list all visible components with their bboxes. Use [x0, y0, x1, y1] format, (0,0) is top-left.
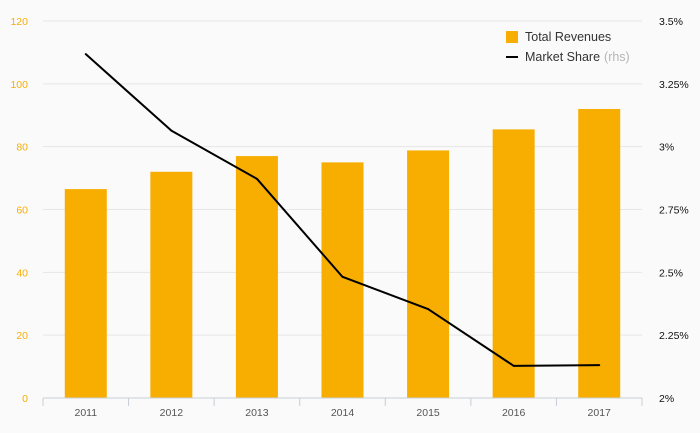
axes: 0 20 40 60 80 100 120 2% 2.25% 2.5% 2.75% 3% 3.25% 3.…	[10, 16, 688, 419]
point-market-share	[170, 129, 173, 132]
x-tick-label: 2014	[331, 407, 355, 419]
y-right-tick-label: 2.5%	[659, 267, 683, 279]
point-market-share	[427, 308, 430, 311]
y-left-tick-label: 120	[10, 16, 28, 28]
legend-swatch-total-revenues	[506, 31, 518, 43]
bar-total-revenues	[407, 150, 450, 398]
y-right-tick-label: 3.25%	[659, 79, 689, 91]
bar-total-revenues	[64, 189, 107, 398]
x-tick-label: 2017	[588, 407, 612, 419]
y-left-tick-label: 100	[10, 79, 28, 91]
bar-total-revenues	[235, 156, 278, 398]
legend-note-rhs: (rhs)	[604, 50, 630, 64]
y-right-tick-label: 3.5%	[659, 16, 683, 28]
y-left-tick-label: 40	[16, 267, 28, 279]
x-tick-label: 2011	[74, 407, 97, 419]
legend: Total Revenues Market Share (rhs)	[506, 27, 630, 67]
y-right-tick-label: 3%	[659, 142, 674, 154]
line-market-share	[84, 53, 601, 367]
legend-label-market-share: Market Share	[525, 50, 601, 64]
y-left-tick-label: 20	[16, 330, 28, 342]
legend-label-total-revenues: Total Revenues	[525, 30, 612, 44]
y-right-tick-label: 2.25%	[659, 330, 689, 342]
point-market-share	[341, 275, 344, 278]
legend-item-total-revenues: Total Revenues	[506, 27, 630, 47]
bar-total-revenues	[150, 171, 193, 398]
legend-item-market-share: Market Share (rhs)	[506, 47, 630, 67]
bar-total-revenues	[492, 129, 535, 398]
point-market-share	[598, 364, 601, 367]
bar-total-revenues	[321, 162, 364, 398]
bar-total-revenues	[578, 108, 621, 398]
y-right-tick-label: 2.75%	[659, 205, 689, 217]
x-tick-label: 2016	[502, 407, 526, 419]
y-right-tick-label: 2%	[659, 393, 674, 405]
y-left-tick-label: 60	[16, 205, 28, 217]
x-tick-label: 2012	[160, 407, 184, 419]
y-left-tick-label: 0	[22, 393, 28, 405]
point-market-share	[512, 364, 515, 367]
point-market-share	[84, 53, 87, 56]
x-tick-label: 2015	[416, 407, 440, 419]
point-market-share	[255, 177, 258, 180]
legend-swatch-market-share	[506, 56, 518, 58]
y-left-tick-label: 80	[16, 142, 28, 154]
x-tick-label: 2013	[245, 407, 269, 419]
bars-total-revenues	[64, 108, 621, 398]
